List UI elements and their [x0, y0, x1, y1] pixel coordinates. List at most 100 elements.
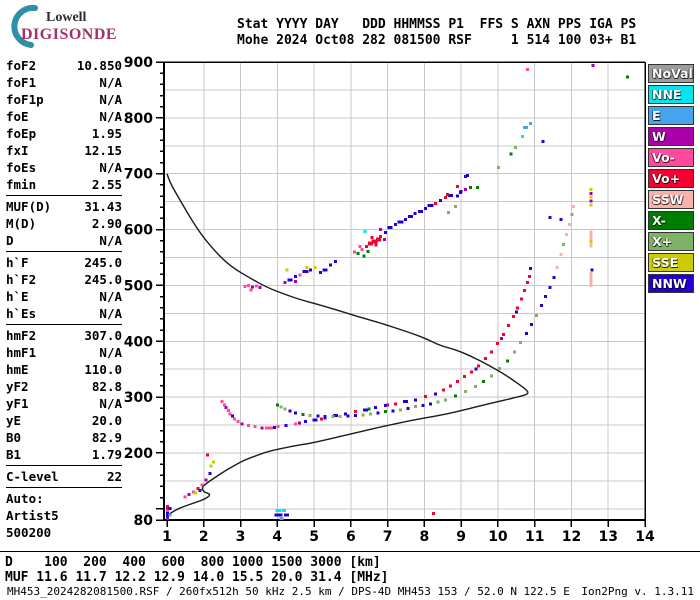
- param-value: N/A: [99, 306, 122, 321]
- param-separator: [6, 251, 122, 252]
- param-label: yF1: [6, 396, 29, 411]
- param-value: N/A: [99, 289, 122, 304]
- param-label: C-level: [6, 469, 59, 484]
- autoscaling-info-line: Auto:: [6, 491, 44, 506]
- svg-text:5: 5: [309, 529, 319, 545]
- legend-item-x: X-: [648, 211, 694, 230]
- plot-frame: [163, 61, 646, 521]
- param-row: yF1 N/A: [6, 395, 122, 412]
- svg-text:1: 1: [162, 529, 172, 545]
- param-row: yE 20.0: [6, 412, 122, 429]
- svg-text:900: 900: [124, 55, 153, 71]
- param-row: D N/A: [6, 232, 122, 249]
- svg-text:4: 4: [272, 529, 282, 545]
- param-row: B0 82.9: [6, 429, 122, 446]
- legend-item-noval: NoVal: [648, 64, 694, 83]
- svg-text:700: 700: [124, 167, 153, 183]
- digisonde-logo: Lowell DIGISONDE: [6, 3, 126, 49]
- x-axis-labels: 1 2 3 4 5 6 7 8 9 10 11 12 13 14: [162, 529, 655, 545]
- svg-text:200: 200: [124, 446, 153, 462]
- param-row: fmin 2.55: [6, 176, 122, 193]
- param-label: fmin: [6, 177, 37, 192]
- svg-text:300: 300: [124, 390, 153, 406]
- svg-text:14: 14: [635, 529, 655, 545]
- autoscaling-info-line: Artist5: [6, 508, 59, 523]
- parameter-panel: foF2 10.850 foF1 N/A foF1p N/A foE N/A foEp 1.95 f…: [6, 57, 122, 541]
- param-label: h`Es: [6, 306, 37, 321]
- param-value: 245.0: [84, 255, 122, 270]
- measurement-header: Stat YYYY DAY DDD HHMMSS P1 FFS S AXN PP…: [237, 17, 636, 49]
- param-label: hmF2: [6, 328, 37, 343]
- svg-text:8: 8: [420, 529, 430, 545]
- muf-table-row: MUF 11.6 11.7 12.2 12.9 14.0 15.5 20.0 3…: [5, 569, 389, 585]
- param-label: fxI: [6, 143, 29, 158]
- bottom-separator-line: [0, 551, 700, 552]
- param-value: 1.95: [91, 126, 122, 141]
- param-row: M(D) 2.90: [6, 215, 122, 232]
- param-value: 22: [106, 469, 122, 484]
- svg-text:500: 500: [124, 278, 153, 294]
- axis-ticks: [156, 61, 646, 527]
- legend-item-nne: NNE: [648, 85, 694, 104]
- legend-item-ssw: SSW: [648, 190, 694, 209]
- y-axis-labels: 900 800 700 600 500 400 300 200 80: [124, 55, 153, 529]
- svg-text:600: 600: [124, 223, 153, 239]
- param-value: 1.79: [91, 447, 122, 462]
- param-row: h`Es N/A: [6, 305, 122, 322]
- param-value: N/A: [99, 92, 122, 107]
- param-label: foE: [6, 109, 29, 124]
- param-label: foEp: [6, 126, 37, 141]
- param-row: foE N/A: [6, 108, 122, 125]
- param-label: h`F2: [6, 272, 37, 287]
- header-line-2: Mohe 2024 Oct08 282 081500 RSF 1 514 100…: [237, 33, 637, 48]
- param-row: fxI 12.15: [6, 142, 122, 159]
- param-row: MUF(D) 31.43: [6, 198, 122, 215]
- svg-text:800: 800: [124, 111, 153, 127]
- param-separator: [6, 195, 122, 196]
- svg-text:2: 2: [199, 529, 209, 545]
- param-value: N/A: [99, 233, 122, 248]
- svg-text:9: 9: [456, 529, 466, 545]
- param-label: foF1: [6, 75, 37, 90]
- true-height-profile-curve: [166, 173, 529, 517]
- doppler-legend: NoVal NNE E W Vo- Vo+ SSW X- X+ SSE NNW: [648, 64, 696, 295]
- param-value: 2.90: [91, 216, 122, 231]
- svg-text:80: 80: [134, 513, 154, 529]
- legend-item-e: E: [648, 106, 694, 125]
- param-row: B1 1.79: [6, 446, 122, 463]
- param-label: h`E: [6, 289, 29, 304]
- param-label: D: [6, 233, 14, 248]
- param-separator: [6, 465, 122, 466]
- param-value: 307.0: [84, 328, 122, 343]
- footer-bar: MH453_2024282081500.RSF / 260fx512h 50 k…: [7, 585, 694, 598]
- legend-item-w: W: [648, 127, 694, 146]
- param-value: 20.0: [91, 413, 122, 428]
- legend-item-nnw: NNW: [648, 274, 694, 293]
- legend-item-x: X+: [648, 232, 694, 251]
- param-row: foEs N/A: [6, 159, 122, 176]
- muf-table-row: D 100 200 400 600 800 1000 1500 3000 [km…: [5, 555, 381, 570]
- param-value: N/A: [99, 396, 122, 411]
- param-label: foF2: [6, 58, 37, 73]
- param-label: h`F: [6, 255, 29, 270]
- param-label: yF2: [6, 379, 29, 394]
- param-row: hmE 110.0: [6, 361, 122, 378]
- param-value: 110.0: [84, 362, 122, 377]
- param-label: hmF1: [6, 345, 37, 360]
- logo-digisonde-text: DIGISONDE: [21, 26, 118, 43]
- param-row: foF1p N/A: [6, 91, 122, 108]
- logo-lowell-text: Lowell: [46, 10, 87, 25]
- param-row: C-level 22: [6, 468, 122, 485]
- param-value: N/A: [99, 160, 122, 175]
- svg-text:11: 11: [525, 529, 544, 545]
- param-separator: [6, 487, 122, 488]
- legend-item-sse: SSE: [648, 253, 694, 272]
- param-label: yE: [6, 413, 22, 428]
- param-row: yF2 82.8: [6, 378, 122, 395]
- svg-text:3: 3: [236, 529, 246, 545]
- param-row: foEp 1.95: [6, 125, 122, 142]
- legend-item-vo: Vo-: [648, 148, 694, 167]
- param-value: 31.43: [84, 199, 122, 214]
